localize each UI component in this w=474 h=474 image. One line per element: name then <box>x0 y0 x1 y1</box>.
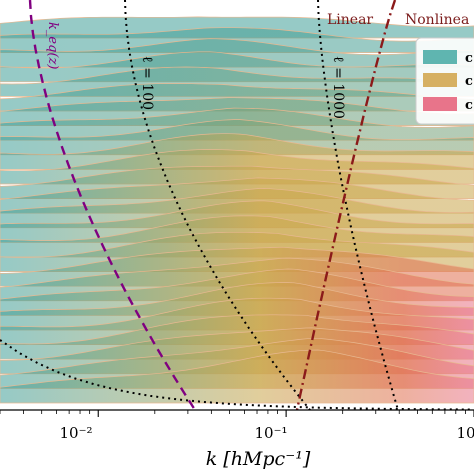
tick-label-1: 10⁻¹ <box>254 424 287 442</box>
keq-curve <box>28 0 197 410</box>
legend-label-1: c <box>465 74 473 89</box>
ridge-area <box>0 38 474 68</box>
ridge-areas <box>0 16 474 404</box>
legend-swatch-0 <box>423 50 457 64</box>
legend-label-0: c <box>465 51 473 66</box>
legend-swatch-1 <box>423 73 457 87</box>
annotation-ell100: ℓ = 100 <box>139 56 155 110</box>
ridge-area <box>0 349 474 404</box>
legend-label-2: c <box>465 98 473 113</box>
ell-low-curve <box>0 339 471 410</box>
x-ticks <box>0 410 474 417</box>
annotation-keq: k_eq(z) <box>45 22 60 69</box>
annotation-linear: Linear <box>327 12 373 28</box>
tick-label-0: 10⁻² <box>59 424 92 442</box>
annotation-nonlinear: Nonlinea <box>405 12 469 28</box>
legend: c c c <box>415 37 474 125</box>
x-axis-label: k [hMpc⁻¹] <box>206 448 311 470</box>
tick-label-2: 10 <box>456 424 474 442</box>
annotation-ell1000: ℓ = 1000 <box>330 56 346 119</box>
legend-swatch-2 <box>423 97 457 111</box>
scale-curves <box>0 0 471 410</box>
